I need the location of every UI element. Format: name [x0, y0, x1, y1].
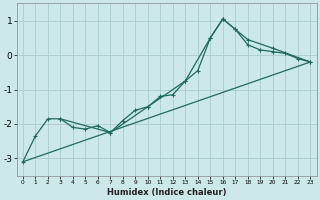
X-axis label: Humidex (Indice chaleur): Humidex (Indice chaleur)	[107, 188, 226, 197]
